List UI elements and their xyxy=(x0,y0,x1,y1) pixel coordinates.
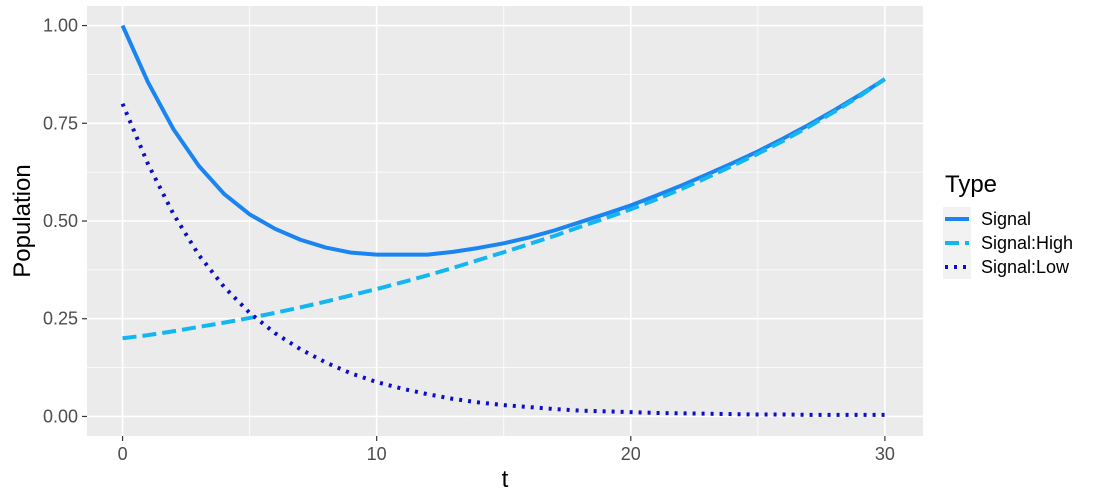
x-tick-label: 0 xyxy=(118,444,128,464)
y-tick-label: 0.00 xyxy=(43,406,78,426)
legend-label: Signal:High xyxy=(981,233,1073,253)
x-tick-label: 10 xyxy=(367,444,387,464)
major-gridlines xyxy=(87,6,923,436)
x-tick-label: 30 xyxy=(875,444,895,464)
series-lines xyxy=(120,24,887,417)
y-tick-label: 0.25 xyxy=(43,309,78,329)
legend-title: Type xyxy=(945,171,997,198)
y-tick-label: 0.50 xyxy=(43,211,78,231)
legend-label: Signal xyxy=(981,209,1031,229)
x-axis: 0 10 20 30 xyxy=(118,436,895,464)
y-tick-label: 0.75 xyxy=(43,113,78,133)
series-line-signal-high xyxy=(122,77,887,341)
legend-label: Signal:Low xyxy=(981,257,1070,277)
legend: Type Signal Signal:High Signal:Low xyxy=(943,171,1073,279)
y-axis-title: Population xyxy=(9,164,36,277)
series-line-signal-low xyxy=(120,102,885,417)
y-axis: 0.00 0.25 0.50 0.75 1.00 xyxy=(43,16,87,426)
x-tick-label: 20 xyxy=(621,444,641,464)
x-axis-title: t xyxy=(502,466,509,493)
series-line-signal xyxy=(120,24,886,257)
y-tick-label: 1.00 xyxy=(43,16,78,36)
